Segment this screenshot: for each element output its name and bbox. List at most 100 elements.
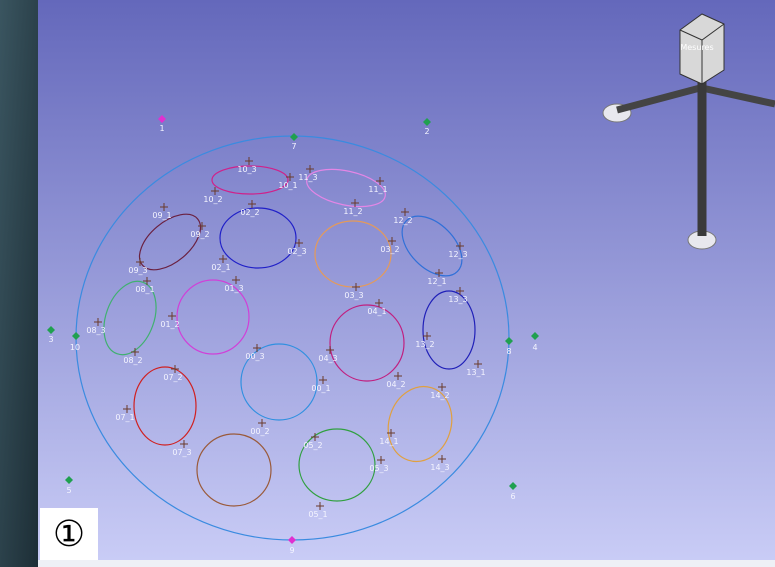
crosshair xyxy=(180,440,188,448)
crosshair xyxy=(248,200,256,208)
ellipse xyxy=(103,280,157,356)
point-label: 09_1 xyxy=(152,211,171,220)
reference-marker xyxy=(288,536,296,544)
reference-marker xyxy=(531,332,539,340)
reference-label: 5 xyxy=(66,486,71,495)
crosshair xyxy=(94,318,102,326)
crosshair xyxy=(168,312,176,320)
crosshair xyxy=(377,456,385,464)
crosshair xyxy=(387,429,395,437)
point-label: 05_3 xyxy=(369,464,388,473)
ellipse xyxy=(196,433,272,507)
crosshair xyxy=(198,222,206,230)
crosshair xyxy=(136,258,144,266)
point-label: 08_1 xyxy=(135,285,154,294)
point-label: 08_2 xyxy=(123,356,142,365)
point-label: 12_2 xyxy=(393,216,412,225)
reference-marker xyxy=(509,482,517,490)
crosshair xyxy=(160,203,168,211)
point-label: 07_3 xyxy=(172,448,191,457)
crosshair xyxy=(435,269,443,277)
point-label: 07_2 xyxy=(163,373,182,382)
crosshair xyxy=(311,433,319,441)
reference-label: 6 xyxy=(510,492,515,501)
crosshair xyxy=(326,346,334,354)
point-label: 00_2 xyxy=(250,427,269,436)
point-label: 05_1 xyxy=(308,510,327,519)
ellipse xyxy=(387,386,453,462)
tripod-leg xyxy=(616,84,701,114)
crosshair xyxy=(438,455,446,463)
ellipse xyxy=(422,290,476,370)
badge-box xyxy=(40,508,98,560)
point-label: 11_3 xyxy=(298,173,317,182)
point-label: 02_3 xyxy=(287,247,306,256)
ellipse xyxy=(211,165,289,195)
crosshair xyxy=(474,360,482,368)
reference-label: 1 xyxy=(159,124,164,133)
crosshair xyxy=(143,277,151,285)
point-label: 10_3 xyxy=(237,165,256,174)
crosshair xyxy=(438,383,446,391)
reference-marker xyxy=(158,115,166,123)
reference-marker xyxy=(72,332,80,340)
crosshair xyxy=(394,372,402,380)
point-label: 13_2 xyxy=(415,340,434,349)
point-label: 04_2 xyxy=(386,380,405,389)
reference-label: 7 xyxy=(291,142,296,151)
point-label: 03_2 xyxy=(380,245,399,254)
target-labels: 10_3 10_1 10_2 11_3 11_1 11_2 09_1 09_2 … xyxy=(86,157,486,519)
crosshair xyxy=(219,255,227,263)
crosshair xyxy=(232,276,240,284)
crosshair xyxy=(245,157,253,165)
point-label: 14_2 xyxy=(430,391,449,400)
point-label: 04_3 xyxy=(318,354,337,363)
reference-marker xyxy=(65,476,73,484)
view-label: Mesures xyxy=(680,43,713,52)
viewport[interactable] xyxy=(38,0,775,560)
point-label: 01_2 xyxy=(160,320,179,329)
ellipse xyxy=(329,304,405,382)
crosshair xyxy=(456,287,464,295)
side-image xyxy=(0,0,38,567)
point-label: 14_1 xyxy=(379,437,398,446)
point-label: 12_3 xyxy=(448,250,467,259)
crosshair xyxy=(123,405,131,413)
crosshair xyxy=(319,376,327,384)
point-label: 02_1 xyxy=(211,263,230,272)
point-label: 13_3 xyxy=(448,295,467,304)
crosshair xyxy=(352,283,360,291)
reference-label: 4 xyxy=(532,343,537,352)
crosshair xyxy=(258,419,266,427)
target-ellipses xyxy=(103,165,476,507)
crosshair xyxy=(286,173,294,181)
badge: ① xyxy=(53,514,85,555)
ellipse xyxy=(138,213,202,271)
ellipse xyxy=(176,279,250,355)
point-label: 01_3 xyxy=(224,284,243,293)
ellipse xyxy=(306,168,386,208)
point-label: 08_3 xyxy=(86,326,105,335)
crosshair xyxy=(376,177,384,185)
crosshair xyxy=(401,208,409,216)
point-label: 04_1 xyxy=(367,307,386,316)
reference-marker xyxy=(47,326,55,334)
reference-marker xyxy=(505,337,513,345)
point-label: 11_2 xyxy=(343,207,362,216)
crosshair xyxy=(253,344,261,352)
crosshair xyxy=(388,237,396,245)
crosshair xyxy=(316,502,324,510)
reference-label: 9 xyxy=(289,546,294,555)
ellipse xyxy=(133,366,197,446)
scanner-head-edges xyxy=(679,23,725,84)
point-label: 00_1 xyxy=(311,384,330,393)
crosshair xyxy=(456,242,464,250)
point-label: 09_2 xyxy=(190,230,209,239)
reference-label: 2 xyxy=(424,127,429,136)
crosshair xyxy=(295,239,303,247)
point-label: 02_2 xyxy=(240,208,259,217)
reference-marker xyxy=(423,118,431,126)
reference-marker xyxy=(290,133,298,141)
point-label: 14_3 xyxy=(430,463,449,472)
